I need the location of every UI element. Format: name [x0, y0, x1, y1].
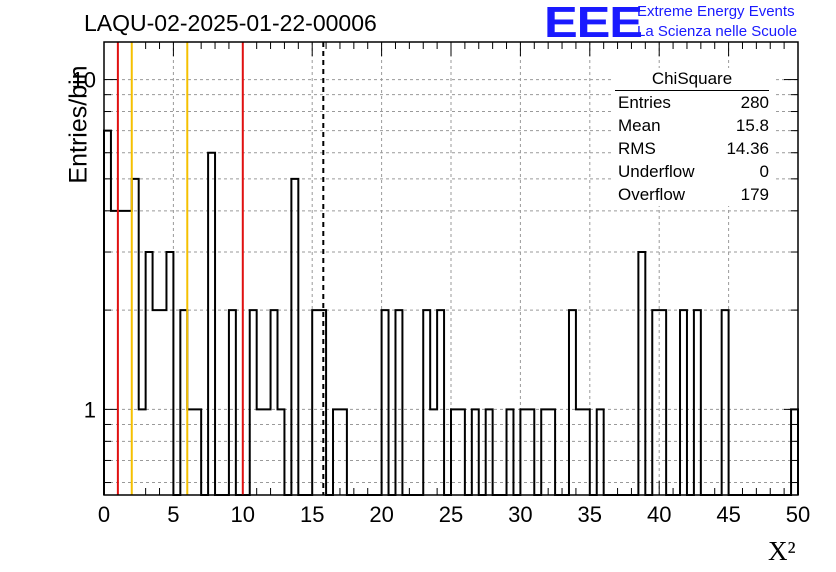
logo-text-line1: Extreme Energy Events — [637, 3, 795, 20]
chart-title: LAQU-02-2025-01-22-00006 — [84, 10, 377, 36]
stats-value: 280 — [740, 93, 769, 112]
plot-frame — [103, 41, 799, 496]
stats-row-rms: RMS 14.36 — [611, 137, 773, 160]
stats-row-mean: Mean 15.8 — [611, 114, 773, 137]
stats-label: Entries — [618, 93, 671, 112]
x-tick-label: 20 — [369, 502, 393, 527]
stats-title: ChiSquare — [615, 68, 769, 91]
histogram-outline — [103, 129, 799, 496]
x-tick-label: 30 — [508, 502, 532, 527]
logo-text-line2: La Scienza nelle Scuole — [637, 23, 798, 40]
x-axis-label: X² — [768, 536, 796, 566]
stats-value: 0 — [759, 162, 769, 181]
stats-value: 179 — [740, 185, 769, 204]
x-tick-label: 15 — [300, 502, 324, 527]
stats-label: RMS — [618, 139, 656, 158]
x-tick-label: 5 — [167, 502, 179, 527]
stats-value: 14.36 — [726, 139, 769, 158]
y-axis-label: Entries/bin — [64, 65, 93, 184]
stats-row-underflow: Underflow 0 — [611, 160, 773, 183]
x-tick-label: 0 — [98, 502, 110, 527]
y-tick-label: 1 — [84, 397, 96, 422]
stats-value: 15.8 — [735, 116, 769, 135]
stats-box: ChiSquare Entries 280 Mean 15.8 RMS 14.3… — [611, 68, 773, 206]
x-tick-label: 10 — [231, 502, 255, 527]
stats-row-entries: Entries 280 — [611, 91, 773, 114]
stats-label: Underflow — [618, 162, 695, 181]
stats-row-overflow: Overflow 179 — [611, 183, 773, 206]
x-tick-label: 35 — [578, 502, 602, 527]
y-tick-label: 10 — [72, 68, 96, 93]
x-tick-label: 50 — [786, 502, 810, 527]
eee-logo-mark: EEE — [544, 0, 643, 47]
stats-label: Mean — [618, 116, 661, 135]
x-tick-label: 40 — [647, 502, 671, 527]
stats-label: Overflow — [618, 185, 686, 204]
x-tick-label: 45 — [716, 502, 740, 527]
x-tick-label: 25 — [439, 502, 463, 527]
